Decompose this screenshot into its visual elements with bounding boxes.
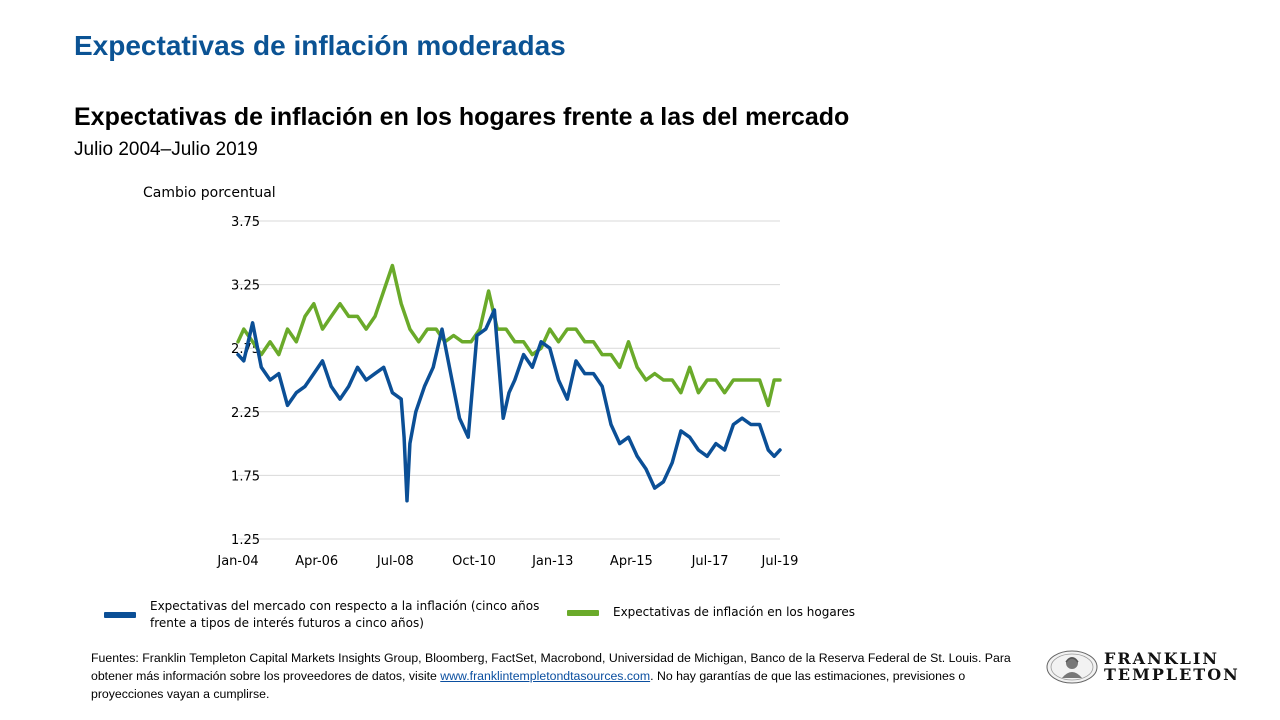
chart-subtitle: Julio 2004–Julio 2019 (74, 139, 258, 160)
gridlines (238, 220, 780, 540)
x-tick-label: Apr-15 (610, 554, 653, 569)
logo-line-2: TEMPLETON (1104, 665, 1240, 684)
y-tick-label: 3.25 (231, 279, 260, 294)
series-line-household (236, 263, 782, 408)
legend-item-market: Expectativas del mercado con respecto a … (104, 598, 544, 632)
series-line-market (236, 308, 782, 503)
chart-title: Expectativas de inflación en los hogares… (74, 103, 850, 131)
legend-swatch-household (567, 609, 599, 616)
y-tick-label: 2.25 (231, 406, 260, 421)
x-tick-label: Jan-04 (216, 554, 258, 569)
franklin-templeton-logo: FRANKLIN TEMPLETON (1046, 650, 1240, 684)
x-tick-label: Oct-10 (452, 554, 496, 569)
x-tick-label: Jul-08 (376, 554, 414, 569)
inflation-line-chart: Cambio porcentual 3.753.252.752.251.751.… (143, 185, 798, 569)
sources-text: Fuentes: Franklin Templeton Capital Mark… (91, 651, 1011, 683)
legend-label-market: Expectativas del mercado con respecto a … (150, 599, 540, 630)
legend-swatch-market (104, 612, 136, 618)
y-tick-label: 1.75 (231, 469, 260, 484)
x-tick-label: Jul-17 (691, 554, 729, 569)
x-tick-label: Jul-19 (761, 554, 799, 569)
legend-label-household: Expectativas de inflación en los hogares (613, 605, 856, 619)
x-tick-label: Apr-06 (295, 554, 338, 569)
logo-line-1: FRANKLIN (1104, 649, 1219, 668)
x-tick-label: Jan-13 (531, 554, 573, 569)
y-axis-ticks: 3.753.252.752.251.751.25 (231, 215, 260, 548)
sources-link[interactable]: www.franklintempletondtasources.com (440, 669, 651, 683)
series-layer (236, 263, 782, 503)
page-title: Expectativas de inflación moderadas (74, 30, 566, 61)
franklin-portrait-icon (1046, 650, 1098, 684)
legend-item-household: Expectativas de inflación en los hogares (567, 604, 855, 621)
y-tick-label: 1.25 (231, 533, 260, 548)
sources-text-end: . No hay garantías de que las estimacion… (91, 669, 966, 701)
y-axis-label: Cambio porcentual (143, 185, 276, 201)
sources-note: Fuentes: Franklin Templeton Capital Mark… (91, 649, 1031, 703)
y-tick-label: 3.75 (231, 215, 260, 230)
x-axis-ticks: Jan-04 Apr-06 Jul-08 Oct-10 Jan-13 Apr-15 Jul-… (216, 554, 798, 569)
